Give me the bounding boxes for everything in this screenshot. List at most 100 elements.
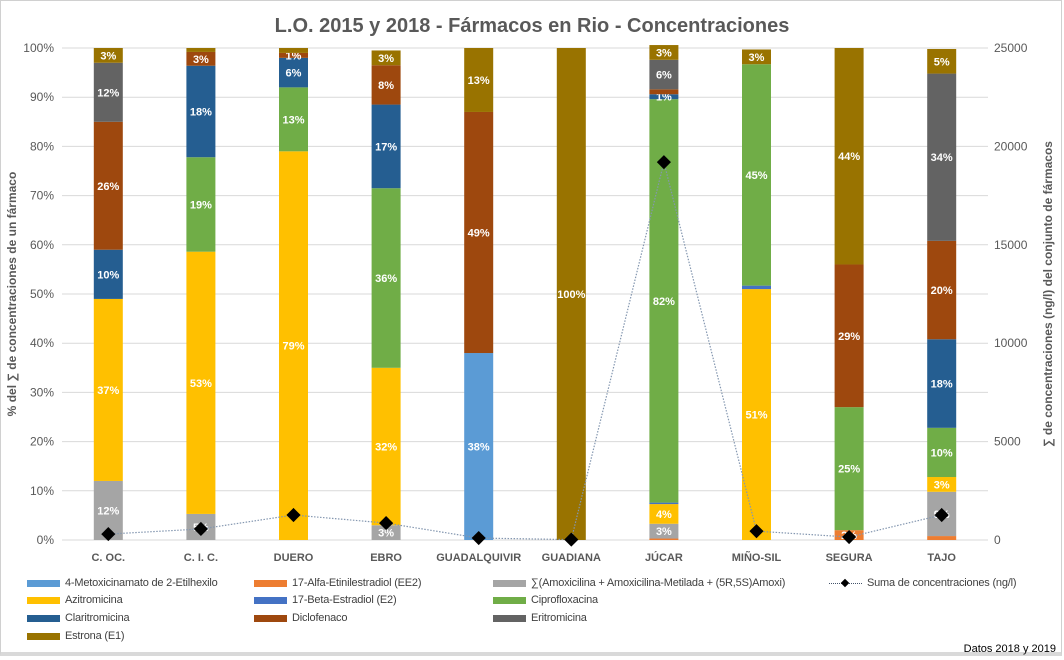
data-label: 13% bbox=[282, 114, 304, 126]
y2-tick-label: 0 bbox=[994, 533, 1001, 547]
data-label: 3% bbox=[378, 528, 394, 540]
data-label: 25% bbox=[838, 464, 860, 476]
chart-title: L.O. 2015 y 2018 - Fármacos en Rio - Con… bbox=[275, 15, 790, 37]
bar-segment bbox=[927, 73, 957, 241]
bar-segment bbox=[186, 157, 216, 252]
bar-segment bbox=[742, 285, 771, 290]
bar-segment bbox=[834, 48, 864, 265]
y2-tick-label: 15000 bbox=[994, 238, 1028, 252]
line-marker bbox=[193, 521, 208, 537]
bar-segment bbox=[186, 51, 216, 66]
data-label: 17% bbox=[375, 141, 397, 153]
legend-item: Diclofenaco bbox=[254, 612, 347, 624]
data-label: 18% bbox=[931, 379, 953, 391]
bar-segment bbox=[371, 367, 401, 526]
bar-segment bbox=[93, 62, 123, 122]
data-label: 19% bbox=[190, 199, 212, 211]
bar-segment bbox=[834, 407, 864, 531]
legend-label: Ciprofloxacina bbox=[531, 594, 598, 606]
bar-segment bbox=[649, 89, 679, 95]
data-label: 12% bbox=[97, 87, 119, 99]
data-label: 6% bbox=[656, 70, 672, 82]
legend-item: Claritromicina bbox=[27, 612, 130, 624]
x-tick-label: JÚCAR bbox=[645, 551, 683, 564]
data-label: 53% bbox=[190, 378, 212, 390]
data-label: 13% bbox=[468, 75, 490, 87]
legend-label: Diclofenaco bbox=[292, 612, 348, 624]
line-marker bbox=[749, 524, 764, 539]
data-label: 32% bbox=[375, 442, 397, 454]
data-label: 26% bbox=[97, 181, 119, 193]
y2-tick-label: 20000 bbox=[994, 139, 1028, 153]
data-label: 1% bbox=[286, 50, 302, 62]
line-marker bbox=[101, 527, 116, 542]
bar-segment bbox=[649, 504, 679, 524]
data-label: 3% bbox=[656, 47, 672, 59]
line-marker bbox=[842, 529, 857, 545]
bar-segment bbox=[93, 121, 123, 250]
legend-swatch bbox=[254, 579, 287, 587]
bar-segment bbox=[927, 240, 957, 340]
data-label: 3% bbox=[378, 53, 394, 65]
bar-segment bbox=[279, 87, 308, 152]
legend-swatch bbox=[493, 614, 526, 622]
data-label: 5% bbox=[934, 56, 950, 68]
bar-segment bbox=[927, 48, 957, 74]
bar-segment bbox=[186, 48, 216, 52]
line-series bbox=[108, 161, 942, 541]
data-label: 4% bbox=[656, 509, 672, 521]
x-tick-label: SEGURA bbox=[826, 552, 873, 564]
y-tick-label: 80% bbox=[30, 139, 54, 153]
legend-label: 17-Alfa-Etinilestradiol (EE2) bbox=[292, 577, 422, 589]
data-label: 49% bbox=[468, 228, 490, 240]
y-tick-label: 20% bbox=[30, 435, 54, 449]
line-marker bbox=[379, 516, 394, 531]
line-marker bbox=[934, 507, 949, 523]
y-tick-label: 70% bbox=[30, 189, 54, 203]
x-tick-label: C. OC. bbox=[91, 552, 125, 564]
legend-item: Azitromicina bbox=[27, 594, 123, 606]
bar-segment bbox=[371, 104, 401, 189]
bar-segment bbox=[649, 94, 679, 100]
legend-item: Estrona (E1) bbox=[27, 630, 125, 642]
bar-segment bbox=[649, 523, 679, 539]
bar-segment bbox=[186, 251, 216, 514]
bar-segment bbox=[93, 48, 123, 63]
y2-tick-label: 25000 bbox=[994, 41, 1028, 55]
data-label: 3% bbox=[193, 54, 209, 66]
bar-segment bbox=[649, 538, 679, 540]
legend-swatch bbox=[493, 579, 526, 587]
y-tick-label: 60% bbox=[30, 238, 54, 252]
legend-label: Suma de concentraciones (ng/l) bbox=[867, 577, 1017, 589]
y2-tick-label: 5000 bbox=[994, 435, 1021, 449]
bar-segment bbox=[742, 49, 771, 65]
legend-swatch bbox=[27, 596, 60, 604]
line-marker bbox=[286, 507, 301, 523]
data-label: 18% bbox=[190, 106, 212, 118]
bar-segment bbox=[371, 188, 401, 368]
data-label: 3% bbox=[934, 479, 950, 491]
data-label: 37% bbox=[97, 385, 119, 397]
line-marker bbox=[564, 532, 579, 547]
legend-item: Eritromicina bbox=[493, 612, 587, 624]
legend-swatch bbox=[27, 632, 60, 640]
bar-segment bbox=[834, 264, 864, 408]
y-tick-label: 0% bbox=[37, 533, 55, 547]
bar-segment bbox=[279, 151, 308, 540]
y-tick-label: 30% bbox=[30, 385, 54, 399]
data-label: 3% bbox=[656, 526, 672, 538]
legend-label: Azitromicina bbox=[65, 594, 123, 606]
legend-label: 4-Metoxicinamato de 2-Etilhexilo bbox=[65, 577, 218, 589]
data-label: 44% bbox=[838, 151, 860, 163]
bar-segment bbox=[93, 298, 123, 481]
legend-item: ∑(Amoxicilina + Amoxicilina-Metilada + (… bbox=[493, 577, 785, 589]
data-label: 3% bbox=[749, 52, 765, 64]
legend-swatch bbox=[27, 614, 60, 622]
bar-segment bbox=[464, 48, 494, 112]
legend-item: Ciprofloxacina bbox=[493, 594, 598, 606]
legend-label: Eritromicina bbox=[531, 612, 587, 624]
bar-segment bbox=[649, 502, 679, 505]
data-label: 29% bbox=[838, 331, 860, 343]
